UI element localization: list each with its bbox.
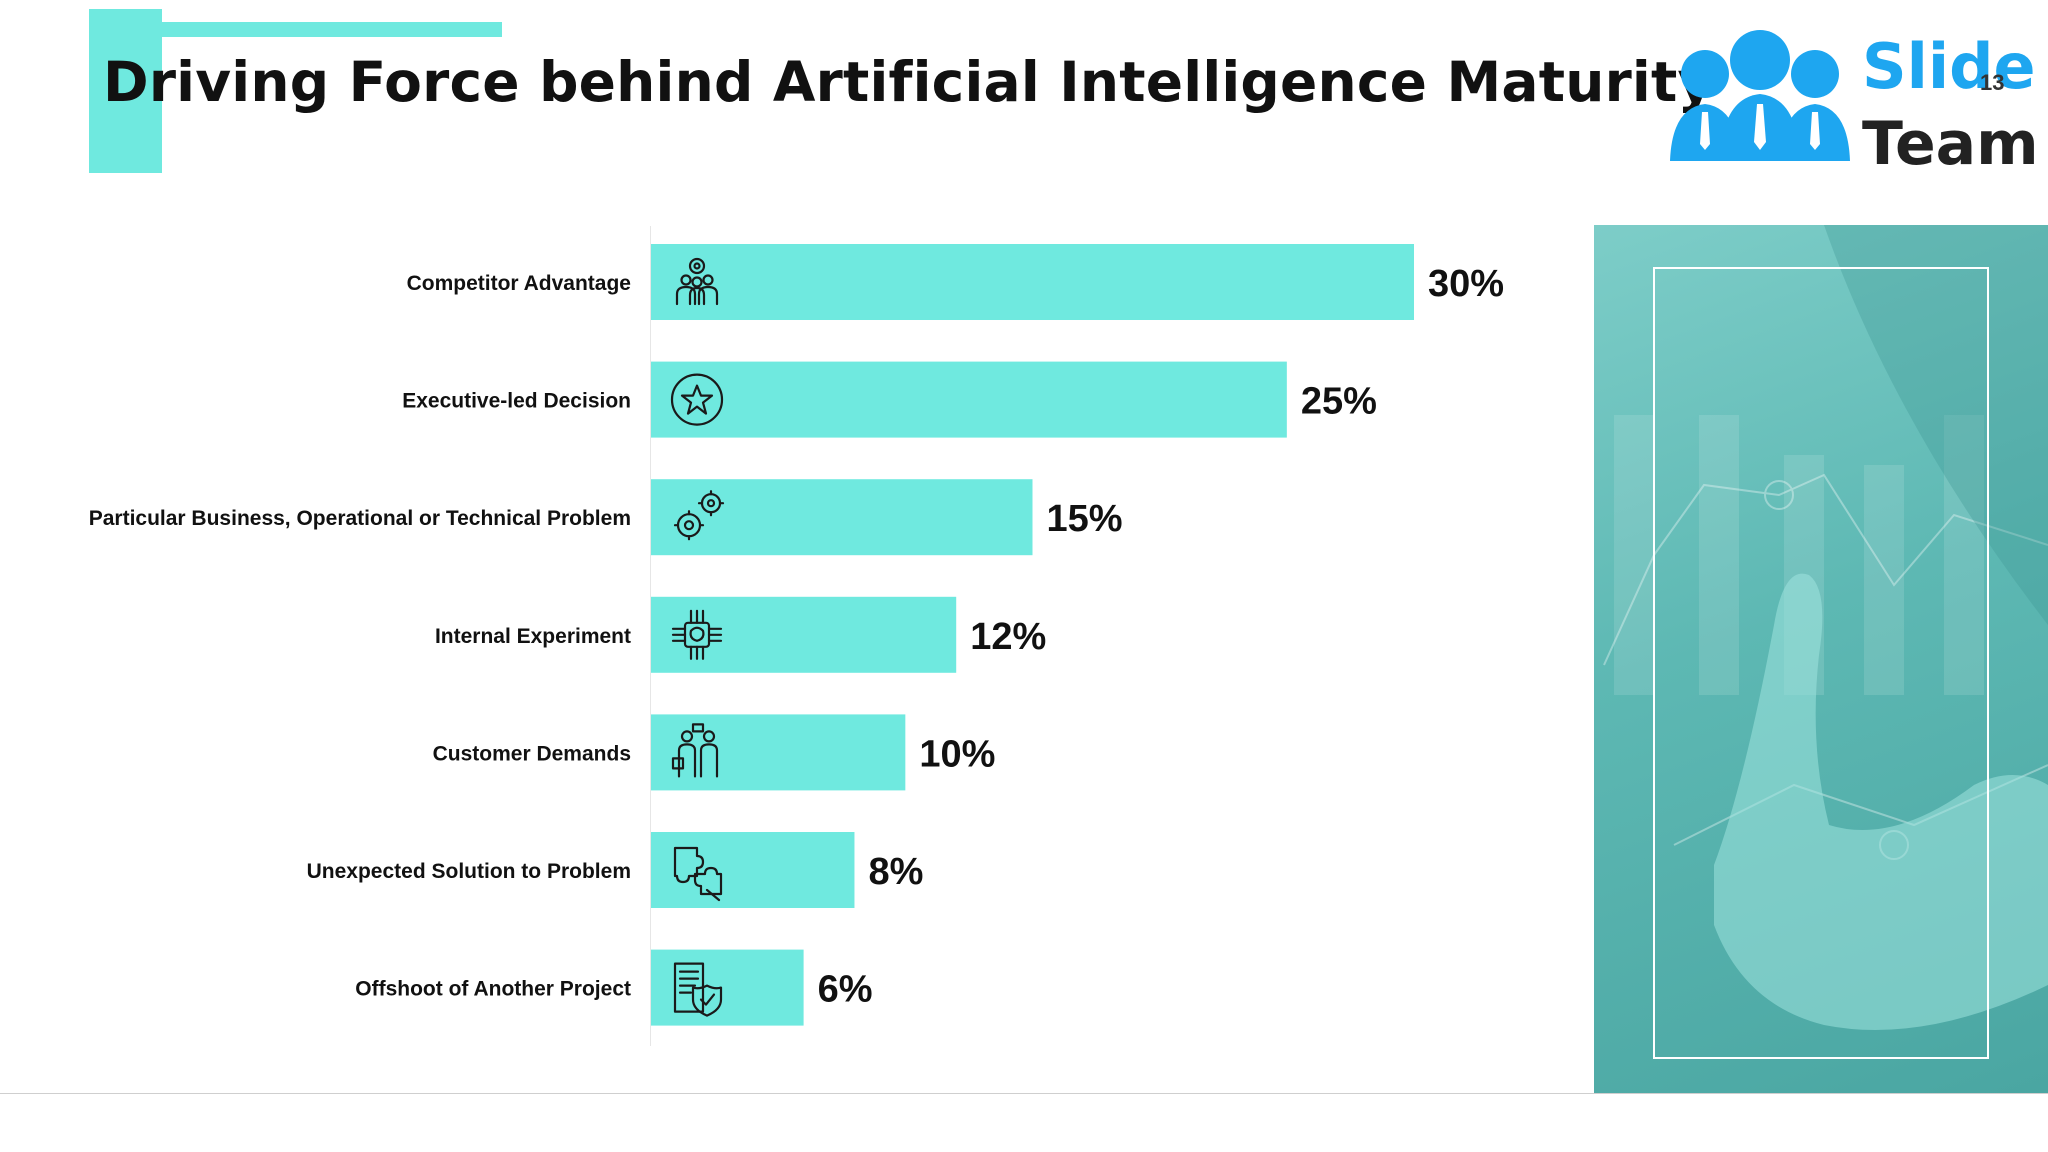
- data-label: 8%: [868, 851, 923, 893]
- category-label: Customer Demands: [433, 742, 631, 765]
- category-label: Particular Business, Operational or Tech…: [89, 507, 631, 530]
- gears-icon: [673, 490, 725, 541]
- bottom-divider: [0, 1093, 2048, 1094]
- chart-axis-line: [650, 226, 651, 1046]
- logo-people-icon: [1670, 30, 1850, 161]
- bar: [651, 596, 957, 673]
- customers-icon: [671, 723, 719, 778]
- data-label: 25%: [1301, 381, 1377, 423]
- data-label: 12%: [970, 616, 1046, 658]
- bar: [651, 714, 906, 791]
- logo-text-slide: Slide: [1862, 30, 2036, 103]
- bar-group: Internal Experiment 12%: [435, 596, 1046, 673]
- bar-group: Unexpected Solution to Problem 8%: [307, 832, 923, 908]
- title-accent-vertical: [89, 9, 162, 173]
- bar: [651, 832, 855, 908]
- hand-touch-photo: [1594, 225, 2048, 1093]
- bar-group: Customer Demands 10%: [433, 714, 995, 791]
- slideteam-logo: Slide Team: [1660, 26, 2039, 174]
- category-label: Competitor Advantage: [407, 272, 631, 295]
- bar-group: Offshoot of Another Project 6%: [355, 949, 873, 1026]
- data-label: 30%: [1428, 263, 1504, 305]
- slide-title: Driving Force behind Artificial Intellig…: [103, 50, 1714, 114]
- bar: [651, 244, 1414, 320]
- category-label: Offshoot of Another Project: [355, 978, 631, 1001]
- logo-text-team: Team: [1862, 109, 2039, 179]
- category-label: Unexpected Solution to Problem: [307, 860, 631, 883]
- puzzle-icon: [673, 846, 723, 902]
- bar: [651, 361, 1287, 438]
- team-gear-icon: [675, 257, 719, 306]
- title-accent-horizontal: [162, 22, 502, 37]
- page-number: 13: [1980, 70, 2005, 95]
- star-badge-icon: [670, 373, 724, 426]
- category-label: Internal Experiment: [435, 625, 631, 648]
- document-shield-icon: [673, 962, 723, 1017]
- bar-group: Particular Business, Operational or Tech…: [89, 479, 1123, 556]
- data-label: 15%: [1047, 498, 1123, 540]
- bar: [651, 949, 804, 1026]
- photo-frame: [1653, 267, 1989, 1059]
- data-label: 10%: [919, 733, 995, 775]
- bar-group: Competitor Advantage 30%: [407, 244, 1504, 320]
- bar-group: Executive-led Decision 25%: [402, 361, 1377, 438]
- bar: [651, 479, 1033, 556]
- ai-chip-icon: [671, 609, 723, 660]
- data-label: 6%: [818, 969, 873, 1011]
- category-label: Executive-led Decision: [402, 390, 631, 413]
